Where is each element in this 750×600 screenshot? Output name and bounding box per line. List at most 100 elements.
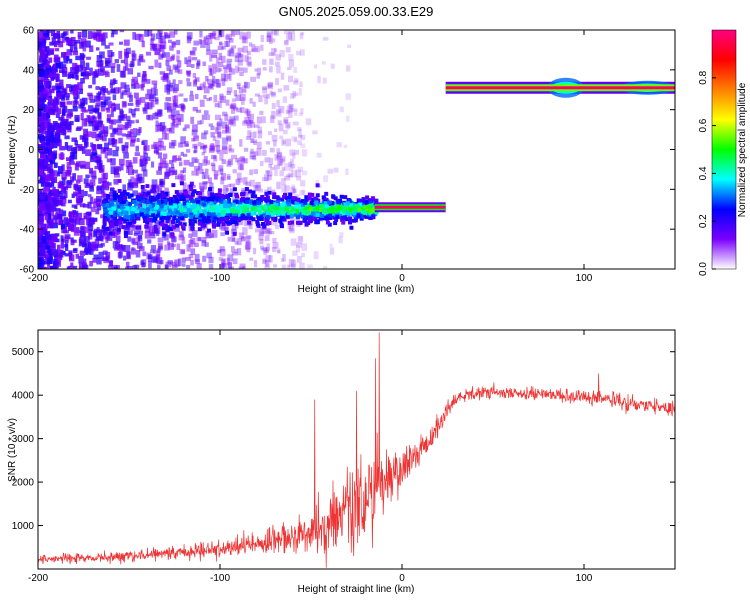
- noise-speck: [242, 32, 248, 40]
- noise-speck: [97, 133, 101, 138]
- noise-speck: [161, 133, 168, 140]
- noise-speck: [72, 100, 78, 108]
- noise-speck: [228, 74, 232, 82]
- band-cell: [175, 210, 180, 215]
- noise-speck: [221, 121, 228, 129]
- band-cell: [179, 205, 184, 210]
- noise-speck: [70, 67, 74, 74]
- noise-speck: [71, 221, 77, 226]
- noise-cloud: [38, 30, 352, 269]
- spectrogram-plot-area: [38, 30, 675, 269]
- noise-speck: [230, 104, 237, 109]
- noise-speck: [219, 246, 225, 252]
- noise-speck: [280, 72, 285, 80]
- noise-speck: [48, 240, 55, 245]
- noise-speck: [262, 94, 268, 98]
- noise-speck: [94, 238, 100, 247]
- band-cell: [123, 219, 128, 224]
- noise-speck: [123, 152, 129, 159]
- noise-speck: [92, 116, 97, 124]
- noise-speck: [65, 218, 69, 223]
- noise-speck: [208, 148, 215, 153]
- noise-speck: [199, 99, 205, 107]
- noise-speck: [231, 98, 236, 103]
- noise-speck: [250, 137, 255, 144]
- noise-speck: [186, 70, 190, 76]
- noise-speck: [176, 50, 181, 55]
- noise-speck: [97, 205, 102, 211]
- band-cell: [338, 212, 343, 217]
- noise-speck: [198, 38, 202, 45]
- noise-speck: [240, 155, 245, 163]
- band-cell: [168, 209, 173, 214]
- noise-speck: [261, 227, 267, 235]
- noise-speck: [115, 241, 120, 250]
- noise-speck: [209, 182, 214, 188]
- snr-frame: [37, 329, 676, 570]
- noise-speck: [169, 82, 174, 88]
- band-cell: [361, 214, 366, 219]
- noise-speck: [231, 192, 236, 200]
- noise-speck: [196, 237, 202, 242]
- noise-speck: [98, 234, 103, 239]
- noise-speck: [114, 173, 120, 178]
- noise-speck: [65, 157, 72, 162]
- band-cell: [122, 210, 127, 215]
- noise-speck: [68, 86, 73, 92]
- noise-speck: [271, 110, 276, 119]
- noise-speck: [213, 173, 219, 180]
- noise-speck: [52, 141, 56, 145]
- noise-speck: [60, 115, 65, 123]
- band-cell: [287, 220, 292, 225]
- noise-speck: [112, 150, 119, 157]
- noise-speck: [292, 188, 297, 194]
- noise-speck: [119, 244, 126, 252]
- band-cell: [231, 209, 236, 214]
- band-cell: [123, 234, 128, 239]
- snr-x-axis-label: Height of straight line (km): [298, 584, 415, 595]
- band-cell: [218, 198, 223, 203]
- noise-speck: [221, 46, 226, 50]
- noise-speck: [81, 67, 87, 71]
- band-cell: [282, 217, 287, 222]
- band-cell: [104, 211, 109, 216]
- noise-speck: [294, 137, 298, 143]
- noise-speck: [156, 250, 161, 257]
- band-cell: [217, 192, 222, 197]
- band-cell: [361, 197, 366, 202]
- noise-speck: [132, 113, 136, 118]
- noise-speck: [84, 226, 90, 234]
- band-cell: [192, 219, 197, 224]
- noise-speck: [71, 152, 78, 160]
- noise-speck: [294, 78, 299, 83]
- noise-speck: [80, 112, 84, 121]
- noise-speck: [236, 84, 241, 90]
- noise-speck: [53, 191, 59, 200]
- noise-speck: [197, 236, 202, 242]
- noise-speck: [81, 118, 88, 127]
- noise-speck: [156, 248, 161, 253]
- band-cell: [306, 216, 311, 221]
- band-cell: [364, 211, 369, 216]
- x-tick-label: -200: [28, 573, 48, 584]
- noise-speck: [228, 266, 234, 269]
- band-cell: [257, 210, 262, 215]
- noise-speck: [293, 109, 298, 116]
- noise-speck: [87, 224, 94, 232]
- noise-speck: [295, 169, 302, 178]
- noise-speck: [102, 250, 108, 255]
- noise-speck: [101, 191, 106, 199]
- band-cell: [289, 213, 294, 218]
- noise-speck: [283, 163, 290, 171]
- noise-speck: [116, 119, 122, 124]
- noise-speck: [222, 188, 228, 197]
- noise-speck: [177, 60, 182, 68]
- noise-speck: [269, 58, 274, 65]
- band-cell: [315, 208, 320, 213]
- noise-speck: [208, 256, 214, 264]
- band-cell: [272, 192, 277, 197]
- band-cell: [105, 226, 110, 231]
- noise-speck: [144, 231, 151, 239]
- noise-speck: [276, 160, 282, 166]
